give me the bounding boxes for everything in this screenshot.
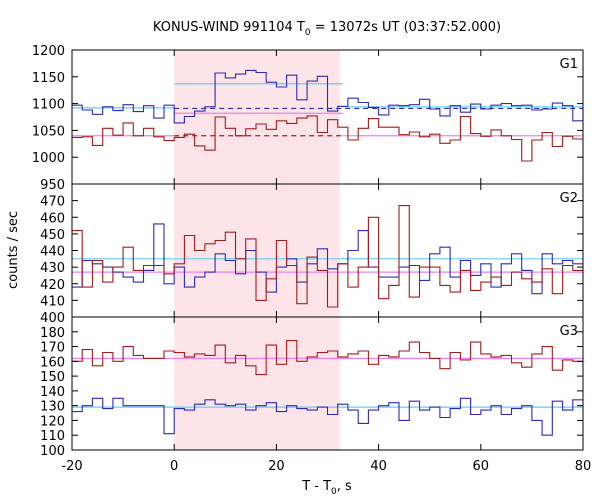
highlight-region xyxy=(174,317,340,450)
panels: 95010001050110011501200G1400410420430440… xyxy=(32,44,591,474)
y-tick-label: 140 xyxy=(40,385,65,400)
y-tick-label: 130 xyxy=(40,400,65,415)
y-tick-label: 180 xyxy=(40,326,65,341)
xlabel-subscript: 0 xyxy=(331,487,337,497)
y-tick-label: 470 xyxy=(40,195,65,210)
panel-plot-area xyxy=(72,340,583,436)
y-tick-label: 420 xyxy=(40,278,65,293)
y-tick-label: 1200 xyxy=(32,44,65,59)
y-tick-label: 100 xyxy=(40,444,65,459)
y-tick-label: 950 xyxy=(40,178,65,193)
y-tick-label: 460 xyxy=(40,211,65,226)
panel-label-g3: G3 xyxy=(560,324,578,339)
y-tick-label: 110 xyxy=(40,429,65,444)
x-tick-label: 60 xyxy=(473,459,490,474)
y-tick-label: 410 xyxy=(40,294,65,309)
x-tick-label: -20 xyxy=(61,459,82,474)
y-tick-label: 120 xyxy=(40,414,65,429)
x-tick-label: 40 xyxy=(370,459,387,474)
x-tick-label: 0 xyxy=(170,459,178,474)
title-subscript: 0 xyxy=(305,28,311,38)
panel-label-g2: G2 xyxy=(560,191,578,206)
xlabel-prefix: T - T xyxy=(301,479,331,494)
x-tick-label: 80 xyxy=(575,459,592,474)
panel-frame xyxy=(71,316,584,451)
y-tick-label: 1050 xyxy=(32,124,65,139)
y-tick-label: 1150 xyxy=(32,71,65,86)
y-tick-label: 1000 xyxy=(32,151,65,166)
highlight-region xyxy=(174,50,340,184)
xlabel-suffix: , s xyxy=(337,479,352,494)
series-red-histogram xyxy=(72,205,583,308)
panel-plot-area xyxy=(72,205,583,308)
series-red-histogram xyxy=(72,115,583,162)
chart-title: KONUS-WIND 991104 T0 = 13072s UT (03:37:… xyxy=(153,20,501,38)
panel-label-g1: G1 xyxy=(560,57,578,72)
y-tick-label: 150 xyxy=(40,370,65,385)
series-red-histogram xyxy=(72,340,583,376)
title-prefix: KONUS-WIND 991104 T xyxy=(153,20,305,35)
panel-g1: 950 1000 1050 1100 1150 1200 G1 xyxy=(32,44,584,193)
y-tick-label: 430 xyxy=(40,261,65,276)
x-axis-label: T - T0, s xyxy=(301,479,352,497)
y-tick-label: 1100 xyxy=(32,98,65,113)
y-tick-label: 170 xyxy=(40,341,65,356)
x-tick-label: 20 xyxy=(268,459,285,474)
series-blue-histogram xyxy=(72,69,583,124)
y-tick-label: 440 xyxy=(40,245,65,260)
y-axis-label: counts / sec xyxy=(6,211,21,289)
panel-plot-area xyxy=(72,69,583,162)
series-blue-histogram xyxy=(72,223,583,295)
y-tick-label: 450 xyxy=(40,228,65,243)
y-tick-label: 160 xyxy=(40,355,65,370)
title-suffix: = 13072s UT (03:37:52.000) xyxy=(311,20,501,35)
series-blue-histogram xyxy=(72,397,583,436)
y-tick-label: 400 xyxy=(40,311,65,326)
